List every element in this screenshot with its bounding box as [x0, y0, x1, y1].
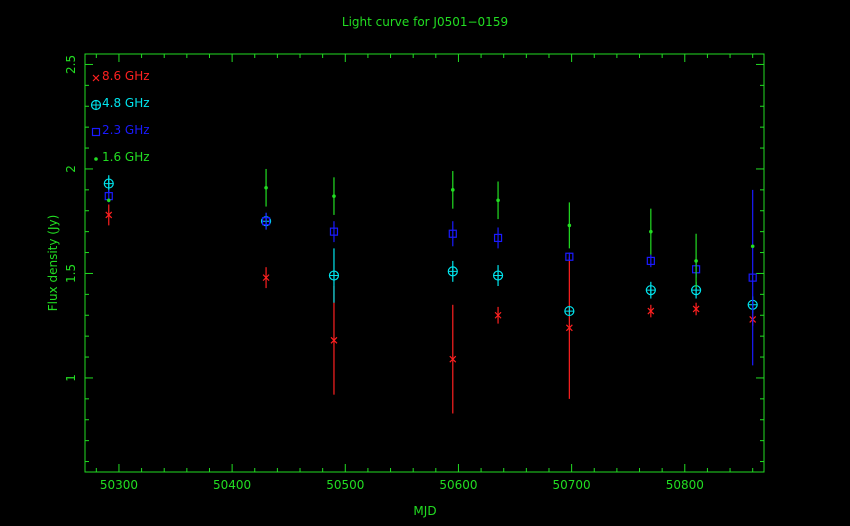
legend-label: 4.8 GHz: [102, 96, 150, 110]
legend-label: 8.6 GHz: [102, 69, 150, 83]
x-tick-label: 50800: [666, 478, 704, 492]
data-point-dot-marker: [567, 223, 572, 228]
series-1-6-ghz: [106, 168, 755, 289]
legend-dot-marker: [94, 157, 98, 161]
legend: 8.6 GHz 4.8 GHz 2.3 GHz 1.6 GHz: [90, 69, 150, 164]
data-point-square-marker: [748, 273, 757, 282]
data-point-cross-marker: [105, 211, 113, 219]
data-point-dot-marker: [694, 259, 698, 263]
legend-label: 2.3 GHz: [102, 123, 150, 137]
data-point-cross-marker: [692, 305, 700, 313]
data-point-dot-marker: [496, 198, 500, 203]
legend-cross-marker: [92, 74, 100, 82]
x-tick-label: 50700: [553, 478, 591, 492]
data-point-square-marker: [261, 217, 271, 226]
legend-label: 1.6 GHz: [102, 150, 150, 164]
legend-item: 2.3 GHz: [91, 123, 150, 137]
data-point-cross-marker: [262, 274, 270, 282]
y-tick-label: 2.5: [64, 55, 78, 74]
data-point-square-marker: [329, 227, 339, 236]
data-point-cross-marker: [449, 355, 457, 363]
x-tick-label: 50500: [326, 478, 364, 492]
legend-item: 4.8 GHz: [90, 96, 150, 111]
x-tick-label: 50400: [213, 478, 251, 492]
legend-item: 1.6 GHz: [94, 150, 150, 164]
data-point-square-marker: [493, 233, 503, 243]
data-point-dot-marker: [649, 229, 653, 234]
x-axis-label: MJD: [413, 504, 436, 518]
data-point-circle-cross: [646, 285, 656, 295]
series-2-3-ghz: [104, 189, 757, 366]
y-tick-label: 2: [64, 165, 78, 173]
data-point-dot-marker: [450, 188, 455, 192]
chart-title: Light curve for J0501−0159: [342, 15, 508, 29]
data-point-circle-cross: [329, 271, 339, 281]
data-point-dot-marker: [264, 185, 268, 190]
y-axis-label: Flux density (Jy): [46, 215, 60, 312]
y-tick-label: 1: [64, 374, 78, 382]
legend-circle-cross: [91, 100, 101, 110]
data-point-dot-marker: [750, 244, 755, 249]
plot-frame: [84, 53, 765, 473]
data-point-circle-cross: [564, 306, 574, 316]
series-4-8-ghz: [103, 175, 758, 317]
data-point-cross-marker: [494, 311, 502, 319]
data-point-square-marker: [565, 252, 574, 261]
data-point-cross-marker: [330, 336, 338, 344]
data-marks: [103, 168, 758, 414]
axes-ticks: 50300 50400 50500 50600 50700 50800 1 1.5 2 2.5: [64, 54, 764, 492]
data-point-dot-marker: [106, 198, 111, 203]
legend-item: 8.6 GHz: [92, 69, 150, 83]
data-point-circle-cross: [493, 271, 503, 281]
data-point-cross-marker: [647, 307, 655, 315]
data-point-square-marker: [646, 256, 655, 266]
data-point-circle-cross: [104, 179, 114, 189]
legend-square-marker: [91, 127, 101, 137]
data-point-circle-cross: [448, 266, 458, 276]
series-8-6-ghz: [105, 204, 757, 414]
data-point-square-marker: [448, 229, 457, 238]
data-point-dot-marker: [332, 194, 336, 198]
x-tick-label: 50600: [439, 478, 477, 492]
y-tick-label: 1.5: [64, 264, 78, 283]
data-point-cross-marker: [565, 324, 573, 332]
x-tick-label: 50300: [100, 478, 138, 492]
